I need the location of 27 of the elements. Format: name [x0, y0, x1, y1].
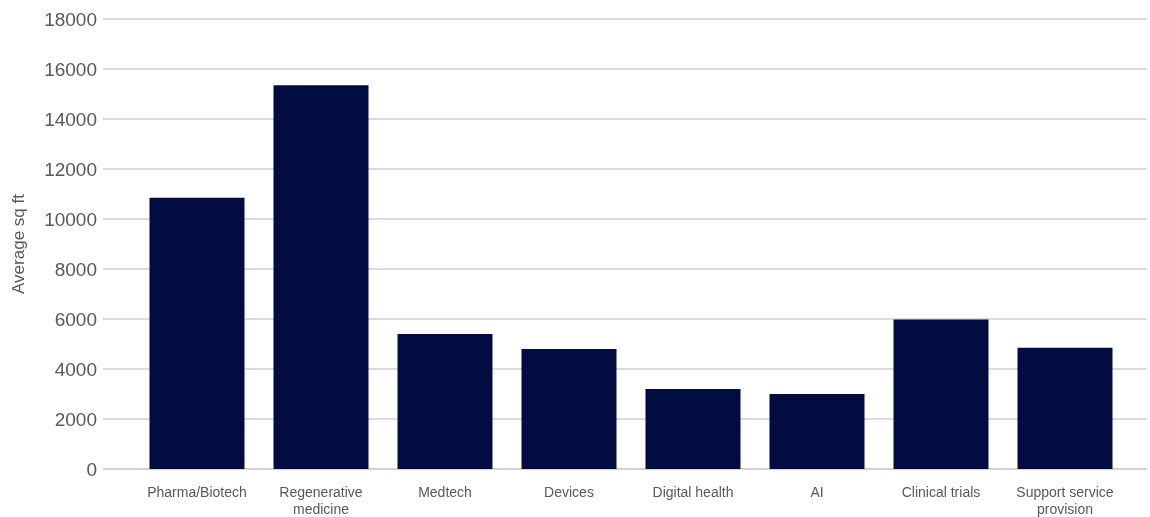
y-tick-label: 8000	[54, 258, 97, 280]
y-axis-title: Average sq ft	[9, 193, 28, 294]
x-tick-label: Devices	[544, 484, 594, 500]
y-tick-label: 10000	[44, 208, 97, 230]
y-tick-label: 2000	[54, 408, 97, 430]
bar	[1017, 347, 1113, 469]
y-tick-label: 16000	[44, 58, 97, 80]
x-tick-label: Pharma/Biotech	[147, 484, 247, 500]
x-tick-label: Regenerative medicine	[279, 484, 363, 517]
bar	[397, 334, 493, 469]
x-tick-label: Clinical trials	[901, 484, 981, 500]
x-tick-label: Medtech	[418, 484, 472, 500]
bar	[273, 85, 369, 469]
bar	[893, 319, 989, 469]
y-tick-label: 4000	[54, 358, 97, 380]
x-tick-label: Support service provision	[1016, 484, 1114, 517]
y-tick-label: 0	[86, 458, 97, 480]
bar	[521, 349, 617, 469]
y-tick-label: 6000	[54, 308, 97, 330]
bar	[149, 197, 245, 469]
y-tick-label: 12000	[44, 158, 97, 180]
bar	[645, 389, 741, 469]
x-tick-label: AI	[810, 484, 824, 500]
bar	[769, 394, 865, 469]
y-tick-label: 18000	[44, 8, 97, 30]
y-tick-label: 14000	[44, 108, 97, 130]
x-tick-label: Digital health	[652, 484, 734, 500]
